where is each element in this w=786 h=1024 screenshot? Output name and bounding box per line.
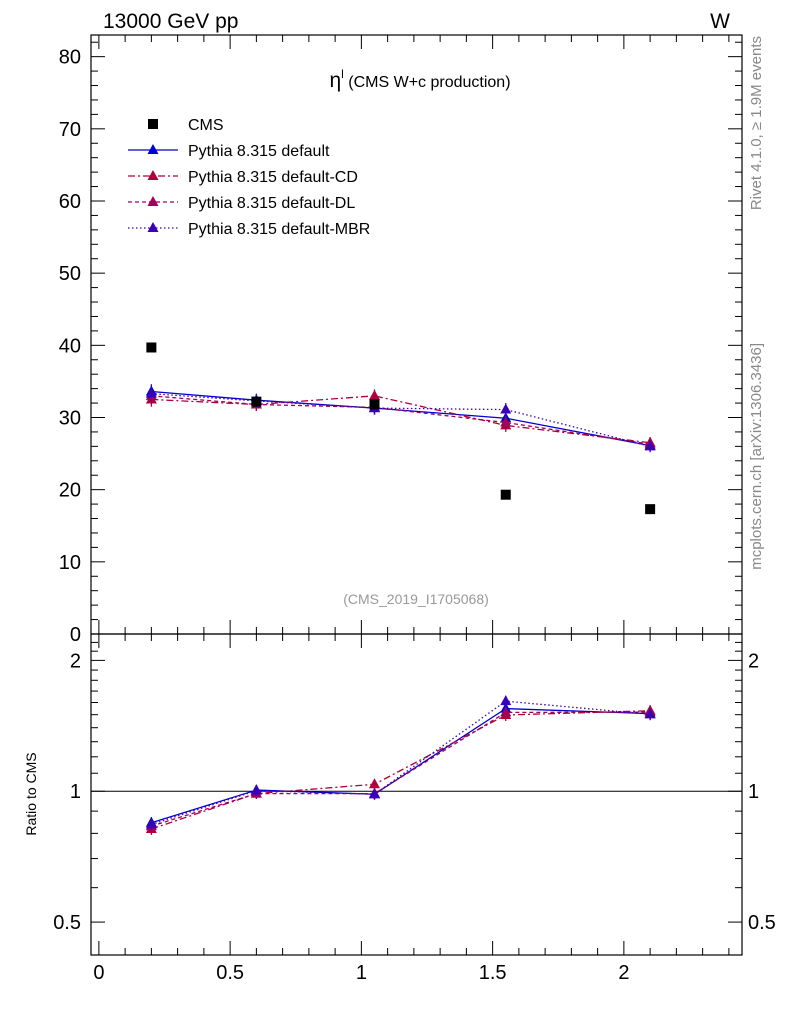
y-tick-label: 80 <box>59 47 81 69</box>
cms-data-point <box>146 342 157 353</box>
series-line-cd <box>151 395 651 444</box>
ratio-point-mbr <box>145 818 157 829</box>
point-cd <box>369 389 380 400</box>
ratio-tick-label-left: 2 <box>70 650 81 672</box>
cms-data-point <box>251 396 262 407</box>
ratio-axes: 0 0.5 1 1.5 2 0.5 0.5 1 1 2 2 <box>53 634 776 984</box>
header-right: W <box>710 10 730 33</box>
ratio-panel: Ratio to CMS 0 0.5 1 1.5 2 0.5 0.5 1 1 2 2 <box>23 633 776 984</box>
series-line-default <box>151 390 651 447</box>
legend-label-cd: Pythia 8.315 default-CD <box>188 169 358 186</box>
legend-marker-default <box>147 144 159 154</box>
point-mbr <box>500 403 512 414</box>
chart-title: ηl (CMS W+c production) <box>329 67 510 92</box>
series-line-dl <box>151 395 651 445</box>
y-tick-label: 70 <box>59 119 81 141</box>
y-tick-label: 30 <box>59 407 81 429</box>
ratio-point-dl <box>500 706 512 717</box>
ratio-point-cd <box>369 778 380 789</box>
ratio-point-mbr <box>250 784 262 795</box>
ratio-point-mbr <box>644 708 656 719</box>
main-series-layer <box>145 342 656 515</box>
title-symbol: η <box>329 69 341 92</box>
legend-cms-label: CMS <box>188 117 224 134</box>
ratio-line-default <box>151 707 651 824</box>
main-axes: 0 10 20 30 40 50 60 70 80 <box>59 35 742 646</box>
ratio-tick-label-left: 0.5 <box>53 912 81 934</box>
point-mbr <box>145 387 157 398</box>
ratio-point-mbr <box>369 788 380 799</box>
legend-marker-mbr <box>147 222 159 232</box>
ratio-tick-label-left: 1 <box>70 781 81 803</box>
mcplots-label: mcplots.cern.ch [arXiv:1306.3436] <box>748 343 765 570</box>
legend-cms-marker <box>148 119 158 129</box>
ratio-point-mbr <box>500 695 512 706</box>
y-tick-label: 40 <box>59 335 81 357</box>
rivet-label: Rivet 4.1.0, ≥ 1.9M events <box>748 36 765 210</box>
legend-marker-cd <box>147 170 159 180</box>
legend-series-group: Pythia 8.315 default Pythia 8.315 default… <box>128 143 370 238</box>
ratio-frame <box>90 633 743 956</box>
ratio-tick-label-right: 1 <box>748 781 759 803</box>
legend-label-dl: Pythia 8.315 default-DL <box>188 195 355 212</box>
legend-label-default: Pythia 8.315 default <box>188 143 330 160</box>
y-tick-label: 0 <box>70 624 81 646</box>
y-tick-label: 20 <box>59 480 81 502</box>
x-tick-label: 1 <box>356 962 367 984</box>
series-line-mbr <box>151 393 651 447</box>
title-superscript: l <box>341 67 344 81</box>
cms-data-point <box>500 489 511 500</box>
ratio-series-layer <box>145 695 656 835</box>
legend-marker-dl <box>147 196 159 206</box>
analysis-watermark: (CMS_2019_I1705068) <box>343 591 489 607</box>
ratio-line-cd <box>151 710 651 830</box>
x-tick-label: 2 <box>618 962 629 984</box>
main-panel: ηl (CMS W+c production) (CMS_2019_I17050… <box>59 34 743 646</box>
y-tick-label: 50 <box>59 263 81 285</box>
ratio-line-dl <box>151 711 651 827</box>
point-mbr <box>644 440 656 451</box>
ratio-line-mbr <box>151 700 651 826</box>
ratio-ylabel: Ratio to CMS <box>23 752 39 835</box>
y-tick-label: 60 <box>59 191 81 213</box>
title-text: (CMS W+c production) <box>348 74 510 91</box>
legend-label-mbr: Pythia 8.315 default-MBR <box>188 221 370 238</box>
point-dl <box>500 416 512 427</box>
x-tick-label: 0.5 <box>216 962 244 984</box>
ratio-tick-label-right: 0.5 <box>748 912 776 934</box>
x-tick-label: 0 <box>93 962 104 984</box>
y-tick-label: 10 <box>59 552 81 574</box>
cms-data-point <box>645 504 656 515</box>
cms-data-point <box>369 399 380 410</box>
ratio-tick-label-right: 2 <box>748 650 759 672</box>
x-tick-label: 1.5 <box>479 962 507 984</box>
header-left: 13000 GeV pp <box>103 10 238 33</box>
